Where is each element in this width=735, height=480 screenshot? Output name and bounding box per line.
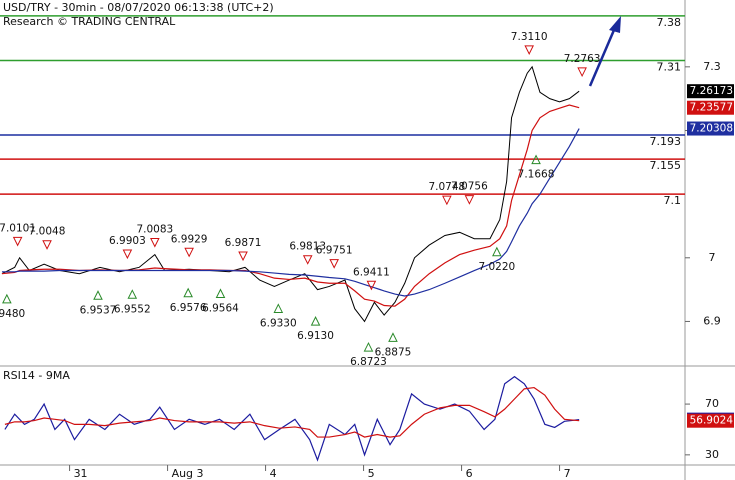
y-tick-label: 7.3 [703,60,721,73]
last-value-label: 7.26173 [690,85,733,97]
level-label: 7.193 [650,135,682,148]
level-label: 7.31 [657,60,682,73]
resistance-marker [184,247,194,258]
resistance-marker [577,67,587,78]
x-tick-label: 7 [564,467,571,480]
level-label: 7.1 [664,194,682,207]
support-marker [93,290,103,300]
resistance-marker [329,259,339,269]
series-line [4,386,580,438]
y-tick-label: 7 [709,251,716,264]
annotation-label: 7.0083 [136,224,173,236]
annotation-label: 6.9871 [225,237,262,249]
series-line [4,375,580,462]
rsi-title: RSI14 - 9MA [3,369,70,382]
chart-subtitle: Research © TRADING CENTRAL [3,15,176,28]
resistance-marker [42,240,52,250]
resistance-marker [302,255,313,265]
annotation-label: 7.0756 [451,181,488,193]
level-label: 7.155 [650,159,682,172]
y-tick-label: 70 [705,397,719,410]
resistance-marker [150,238,160,248]
annotation-label: 6.8723 [350,356,387,368]
annotation-label: 7.0048 [29,226,66,238]
y-tick-label: 30 [705,448,719,461]
last-value-tag [687,121,734,136]
resistance-marker [524,45,534,55]
annotation-label: 7.3110 [511,31,548,43]
annotation-label: 6.9903 [109,235,146,247]
x-tick-label: 5 [368,467,375,480]
annotation-label: 6.9929 [171,233,208,245]
annotation-label: 7.0748 [428,181,465,193]
support-marker [531,154,541,165]
annotation-label: 7.0220 [478,261,515,273]
y-tick-label: 6.9 [703,314,721,327]
level-label: 7.38 [657,16,682,29]
support-marker [183,287,193,298]
x-tick-label: 31 [74,467,88,480]
chart-title: USD/TRY - 30min - 08/07/2020 06:13:38 (U… [3,1,274,14]
annotation-label: 6.9537 [80,304,117,316]
x-tick-label: 6 [466,467,473,480]
support-marker [273,303,284,313]
annotation-label: 6.9130 [297,330,334,342]
series-line [1,128,580,297]
last-value-label: 56.9024 [690,415,734,427]
resistance-marker [442,195,452,206]
support-marker [363,341,374,352]
support-marker [310,316,321,326]
resistance-marker [464,195,475,205]
annotation-label: 6.9564 [202,303,239,315]
last-value-label: 7.23577 [690,102,733,114]
forecast-arrowhead [609,16,621,33]
last-value-tag [687,413,734,428]
annotation-label: 6.9411 [353,266,390,278]
last-value-tag [687,84,734,99]
support-marker [127,289,138,299]
annotation-label: 7.1668 [518,169,555,181]
annotation-label: 6.8875 [375,346,412,358]
annotation-label: 7.0101 [0,222,36,234]
annotation-label: 6.9813 [289,241,326,253]
resistance-marker [122,249,133,260]
resistance-marker [238,251,248,262]
forecast-arrow [588,29,616,87]
annotation-label: 6.9552 [114,303,151,315]
last-value-tag [687,100,734,115]
series-line [1,65,580,323]
plot-layer: 6.977.27.37.387.317.1937.1557.17.261737.… [0,15,734,480]
resistance-marker [366,280,377,291]
annotation-label: 6.9480 [0,308,25,320]
annotation-label: 6.9751 [316,245,353,257]
annotation-label: 6.9330 [260,317,297,329]
support-marker [215,288,226,299]
resistance-marker [12,236,23,247]
support-marker [492,246,502,257]
annotation-label: 6.9576 [170,302,207,314]
x-tick-label: Aug 3 [172,467,204,480]
support-marker [388,332,398,342]
annotation-label: 7.2763 [564,53,601,65]
support-marker [2,293,12,304]
last-value-label: 7.20308 [690,123,733,135]
x-tick-label: 4 [270,467,277,480]
